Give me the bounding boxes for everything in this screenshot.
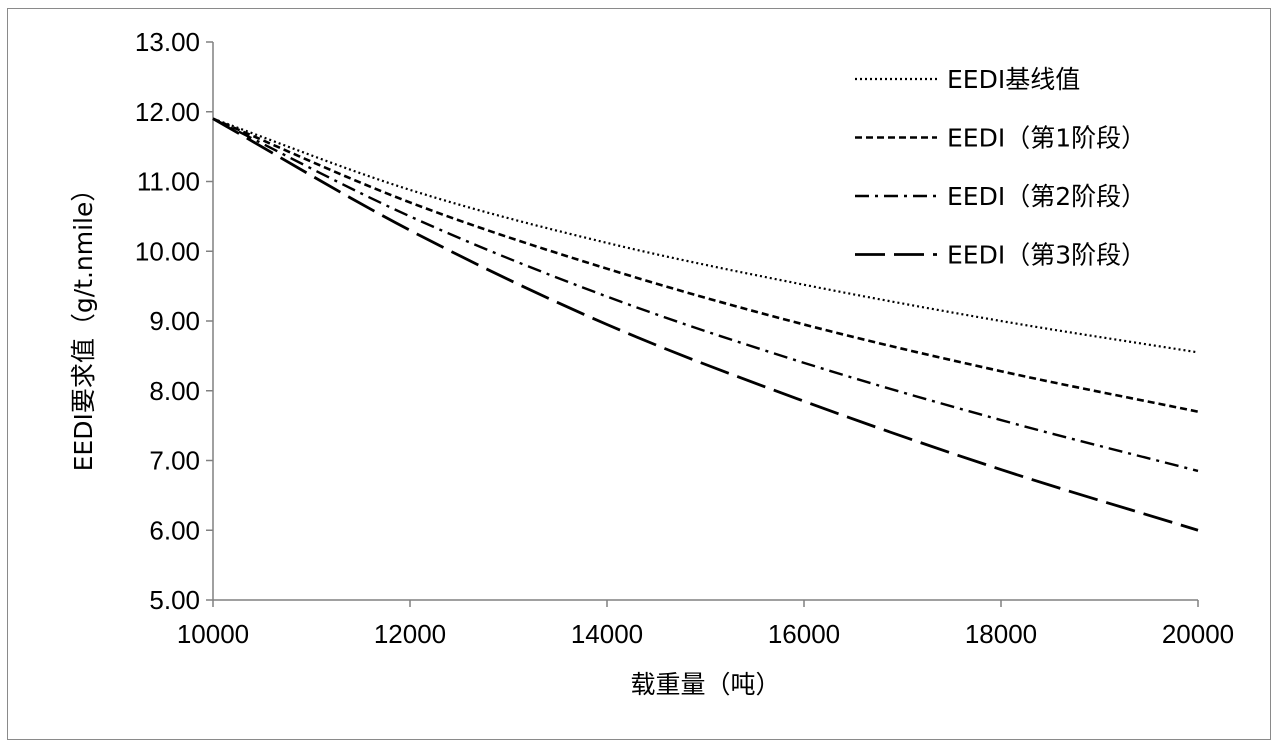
y-tick-label: 10.00 [135,236,200,266]
series-lines [212,117,1199,532]
x-tick-label: 12000 [374,619,446,649]
legend-label-1: EEDI基线值 [947,65,1080,94]
x-tick-label: 16000 [768,619,840,649]
x-tick-label: 10000 [177,619,249,649]
x-axis-title: 载重量（吨） [630,670,780,699]
series-line-1 [212,117,1199,354]
chart-frame [7,8,1271,740]
series-line-3 [212,117,1199,473]
x-tick-label: 18000 [965,619,1037,649]
legend-label-4: EEDI（第3阶段） [947,241,1146,270]
x-tick-label: 14000 [571,619,643,649]
y-axis-title: EEDI要求值（g/t.nmile） [69,177,98,472]
legend-label-2: EEDI（第1阶段） [947,124,1146,153]
series-line-2 [212,117,1199,413]
series-line-4 [212,117,1199,532]
y-tick-label: 6.00 [149,515,200,545]
y-tick-label: 11.00 [137,167,200,197]
legend-label-3: EEDI（第2阶段） [947,182,1146,211]
y-tick-label: 7.00 [149,446,200,476]
axes: 5.00 6.00 7.00 8.00 9.00 10.00 11.00 12.00 13.00… [135,27,1234,649]
y-tick-label: 8.00 [149,376,200,406]
y-tick-label: 12.00 [135,97,200,127]
y-tick-label: 5.00 [149,585,200,615]
y-tick-label: 9.00 [149,306,200,336]
legend: EEDI基线值 EEDI（第1阶段） EEDI（第2阶段） EEDI（第3阶段） [855,65,1146,270]
x-tick-label: 20000 [1162,619,1234,649]
y-tick-label: 13.00 [135,27,200,57]
